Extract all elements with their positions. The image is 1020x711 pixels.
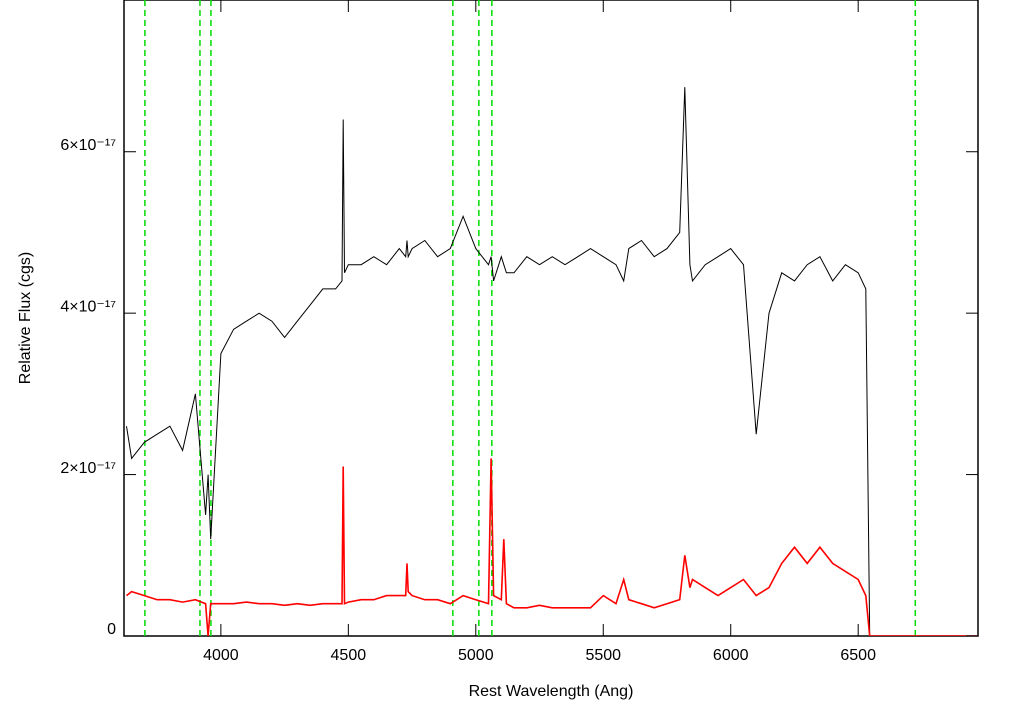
x-tick-label: 6000 (713, 647, 749, 664)
spectrum-line (126, 458, 978, 636)
spectrum-line (126, 87, 871, 636)
x-tick-label: 4000 (203, 647, 239, 664)
x-tick-label: 4500 (331, 647, 367, 664)
y-tick-label: 4×10⁻¹⁷ (60, 298, 116, 315)
plot-frame (123, 0, 979, 637)
y-tick-label: 6×10⁻¹⁷ (60, 137, 116, 154)
x-axis-label: Rest Wavelength (Ang) (469, 683, 634, 700)
x-tick-label: 5500 (585, 647, 621, 664)
y-axis-label: Relative Flux (cgs) (17, 252, 34, 384)
plot-area (126, 0, 978, 636)
y-tick-label: 0 (107, 621, 116, 638)
x-tick-label: 5000 (458, 647, 494, 664)
x-tick-label: 6500 (840, 647, 876, 664)
y-tick-label: 2×10⁻¹⁷ (60, 460, 116, 477)
